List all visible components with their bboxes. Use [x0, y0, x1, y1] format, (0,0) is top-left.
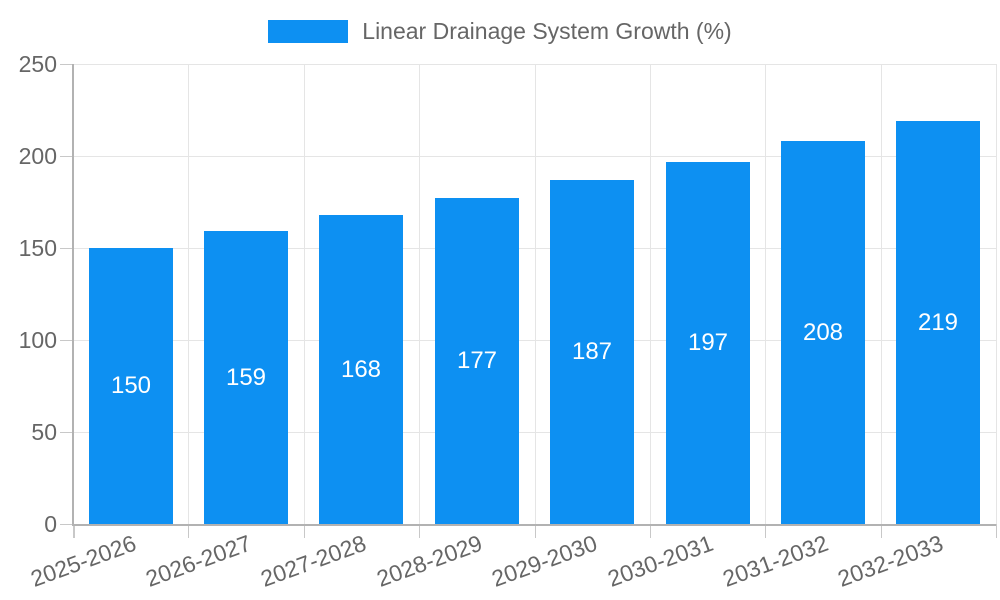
- y-gridline: [73, 64, 996, 65]
- legend-item[interactable]: Linear Drainage System Growth (%): [268, 17, 732, 45]
- y-tick: [60, 340, 73, 341]
- x-tick: [188, 524, 189, 538]
- x-tick: [304, 524, 305, 538]
- x-gridline: [996, 64, 997, 524]
- y-tick-label: 100: [18, 327, 57, 353]
- y-tick-label: 0: [44, 511, 57, 537]
- bar-value-label: 219: [917, 308, 959, 336]
- x-gridline: [419, 64, 420, 524]
- y-gridline: [73, 156, 996, 157]
- y-gridline: [73, 248, 996, 249]
- bar-value-label: 150: [110, 372, 152, 399]
- bar: 187: [550, 180, 634, 524]
- x-tick: [535, 524, 536, 538]
- bar-value-label: 187: [571, 338, 613, 365]
- bar: 219: [896, 121, 980, 524]
- y-axis-line: [72, 64, 74, 526]
- legend-swatch: [268, 19, 349, 43]
- bar: 177: [435, 198, 519, 524]
- x-tick: [73, 524, 75, 538]
- bar: 208: [781, 141, 865, 524]
- bar: 168: [319, 215, 403, 524]
- bar-value-label: 177: [456, 347, 498, 374]
- legend: Linear Drainage System Growth (%): [0, 17, 1000, 45]
- y-tick: [60, 156, 73, 157]
- y-tick: [60, 248, 73, 249]
- x-gridline: [188, 64, 189, 524]
- x-gridline: [304, 64, 305, 524]
- x-tick: [650, 524, 651, 538]
- y-tick-label: 200: [18, 143, 57, 169]
- bar: 197: [666, 162, 750, 524]
- x-tick: [996, 524, 997, 538]
- y-tick-label: 50: [31, 419, 57, 445]
- y-tick-label: 250: [18, 51, 57, 77]
- legend-label: Linear Drainage System Growth (%): [362, 17, 732, 44]
- x-tick: [881, 524, 882, 538]
- y-tick-label: 150: [18, 235, 57, 261]
- bar-value-label: 159: [225, 363, 267, 391]
- y-tick: [60, 64, 73, 65]
- y-tick: [60, 432, 73, 433]
- bar-value-label: 168: [340, 355, 382, 383]
- x-axis-line: [73, 524, 996, 526]
- bar: 159: [204, 231, 288, 524]
- y-tick: [60, 524, 73, 525]
- x-gridline: [535, 64, 536, 524]
- bar-value-label: 197: [687, 329, 729, 356]
- x-gridline: [765, 64, 766, 524]
- x-tick: [419, 524, 420, 538]
- x-tick: [765, 524, 766, 538]
- x-gridline: [881, 64, 882, 524]
- y-gridline: [73, 432, 996, 433]
- x-gridline: [650, 64, 651, 524]
- bar: 150: [89, 248, 173, 524]
- bar-value-label: 208: [802, 318, 844, 346]
- y-gridline: [73, 340, 996, 341]
